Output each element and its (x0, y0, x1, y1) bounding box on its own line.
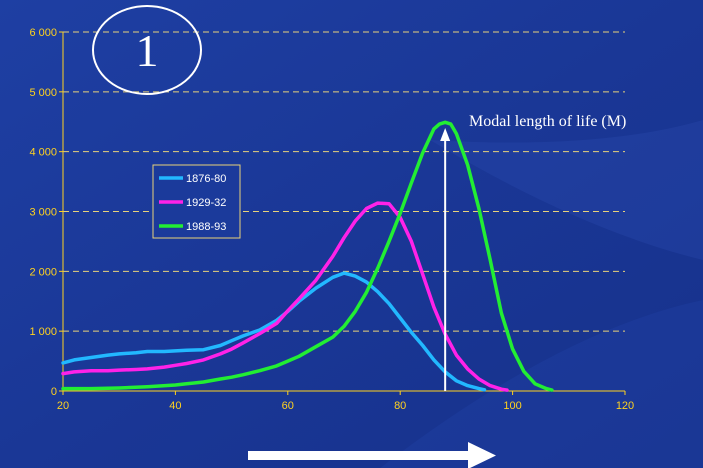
legend: 1876-80 1929-32 1988-93 (152, 164, 241, 239)
y-tick-label: 5 000 (29, 87, 57, 99)
panel-circle (92, 5, 202, 95)
x-tick-label: 100 (503, 400, 521, 412)
y-tick-label: 0 (51, 386, 57, 398)
series-line-1988-93 (61, 120, 554, 392)
direction-arrow (248, 442, 496, 468)
series-lines (61, 120, 554, 392)
background-swoosh-2 (380, 300, 703, 468)
y-tick-label: 2 000 (29, 266, 57, 278)
legend-label: 1988-93 (186, 221, 226, 233)
panel-label: 1 (136, 25, 159, 76)
background-swoosh (430, 120, 703, 260)
y-tick-label: 6 000 (29, 27, 57, 39)
legend-label: 1929-32 (186, 197, 226, 209)
y-tick-label: 1 000 (29, 326, 57, 338)
x-tick-label: 60 (282, 400, 294, 412)
y-tick-label: 4 000 (29, 147, 57, 159)
modal-annotation: Modal length of life (M) (440, 113, 626, 391)
panel-marker: 1 (92, 5, 202, 95)
annotation-text: Modal length of life (M) (469, 113, 626, 130)
axes: 0 1 000 2 000 3 000 4 000 5 000 6 000 20 40 60 80 1… (29, 27, 634, 412)
direction-arrow-shaft (248, 451, 470, 460)
legend-label: 1876-80 (186, 173, 226, 185)
x-tick-label: 80 (394, 400, 406, 412)
direction-arrow-head (468, 442, 496, 468)
series-line-1929-32 (61, 201, 509, 392)
x-tick-label: 120 (616, 400, 634, 412)
modal-arrow-head (440, 128, 451, 141)
x-tick-label: 40 (169, 400, 181, 412)
grid (63, 31, 625, 332)
x-tick-label: 20 (57, 400, 69, 412)
y-tick-label: 3 000 (29, 207, 57, 219)
